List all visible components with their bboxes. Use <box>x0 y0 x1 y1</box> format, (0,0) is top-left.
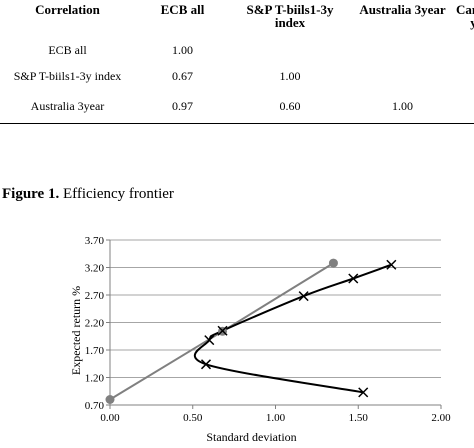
header-cell: Australia 3year <box>359 2 446 17</box>
table-header-row: Correlation ECB all S&P T-biils1-3y inde… <box>0 0 474 33</box>
y-tick-label: 1.20 <box>85 373 105 385</box>
x-tick-label: 0.50 <box>183 412 203 424</box>
x-marker <box>386 259 397 270</box>
figure-label: Figure 1. <box>2 186 60 202</box>
table-cell: 1.00 <box>392 98 413 113</box>
header-cell: Correlation <box>35 2 100 17</box>
table-cell: 0.92 <box>135 121 230 131</box>
x-tick-label: 1.50 <box>349 412 369 424</box>
row-label: Australia 3year <box>30 98 105 113</box>
header-cell: Canada 3 year <box>455 2 474 30</box>
table-cell: 1.00 <box>172 42 193 57</box>
table-cell <box>350 33 455 61</box>
table-cell: 0.97 <box>172 98 193 113</box>
y-tick-label: 0.70 <box>85 400 105 412</box>
table-cell <box>455 33 474 61</box>
x-marker <box>200 359 212 370</box>
table-row: ECB all 1.00 <box>0 33 474 61</box>
row-label: Canada 3 year <box>0 121 135 131</box>
x-marker <box>348 273 359 284</box>
x-tick-label: 0.00 <box>100 412 120 424</box>
table-cell: 0.89 <box>350 121 455 131</box>
table-cell: 1.00 <box>279 68 301 83</box>
y-tick-label: 2.20 <box>85 318 105 330</box>
y-tick-label: 3.20 <box>85 263 105 275</box>
table-cell: 0.67 <box>172 68 193 83</box>
x-marker <box>298 291 309 302</box>
header-cell: S&P T-biils1-3y index <box>246 2 334 30</box>
table-cell: 1.00 <box>455 121 474 131</box>
row-label: S&P T-biils1-3y index <box>13 68 122 83</box>
x-tick-label: 2.00 <box>431 412 451 424</box>
table-cell <box>455 61 474 91</box>
x-axis-title: Standard deviation <box>206 430 296 444</box>
table-cell: 0.83 <box>230 121 350 131</box>
table-row: Australia 3year 0.97 0.60 1.00 <box>0 91 474 121</box>
table-cell: 0.60 <box>279 98 301 113</box>
figure-caption: Figure 1. Efficiency frontier <box>2 186 174 203</box>
circle-marker <box>105 395 115 404</box>
y-tick-label: 1.70 <box>85 345 105 357</box>
y-tick-label: 3.70 <box>85 235 105 247</box>
x-marker <box>358 387 369 398</box>
table-bottom-rule <box>0 123 474 124</box>
y-tick-label: 2.70 <box>85 290 105 302</box>
x-marker <box>217 325 228 336</box>
y-axis-title: Expected return % <box>69 286 83 375</box>
figure-title: Efficiency frontier <box>62 186 174 202</box>
table-cell <box>350 61 455 91</box>
table-cell <box>455 91 474 121</box>
table-cell <box>230 33 350 61</box>
efficiency-frontier-chart: 0.70 1.20 1.70 2.20 2.70 3.20 3.70 0.00 0.50 1.00… <box>69 235 451 444</box>
x-tick-label: 1.00 <box>266 412 286 424</box>
correlation-table-region: Correlation ECB all S&P T-biils1-3y inde… <box>0 0 474 130</box>
row-label: ECB all <box>48 42 87 57</box>
table-row: S&P T-biils1-3y index 0.67 1.00 <box>0 61 474 91</box>
circle-marker <box>328 258 338 268</box>
correlation-table: Correlation ECB all S&P T-biils1-3y inde… <box>0 0 474 130</box>
table-row: Canada 3 year 0.92 0.83 0.89 1.00 <box>0 121 474 131</box>
x-marker <box>204 335 215 346</box>
header-cell: ECB all <box>160 2 205 17</box>
